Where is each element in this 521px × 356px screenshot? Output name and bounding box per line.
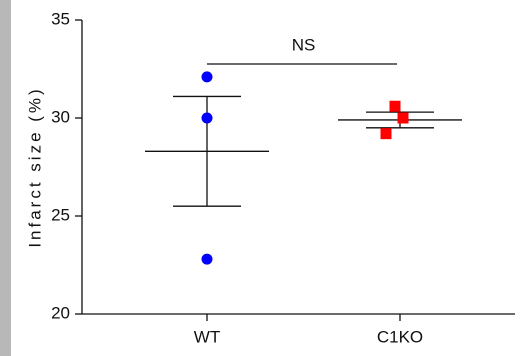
- data-point: [389, 100, 401, 112]
- side-strip: [0, 0, 11, 356]
- y-tick-label: 25: [51, 205, 70, 224]
- x-tick-label: C1KO: [377, 327, 423, 346]
- data-point: [201, 253, 213, 265]
- y-tick-label: 20: [51, 303, 70, 322]
- data-point: [201, 71, 213, 83]
- y-tick-label: 35: [51, 9, 70, 28]
- data-point: [201, 112, 213, 124]
- y-axis-label: Infarct size (%): [25, 86, 44, 247]
- significance-label: NS: [292, 35, 316, 54]
- x-tick-label: WT: [194, 327, 220, 346]
- y-tick-label: 30: [51, 107, 70, 126]
- data-point: [380, 128, 392, 140]
- data-point: [397, 112, 409, 124]
